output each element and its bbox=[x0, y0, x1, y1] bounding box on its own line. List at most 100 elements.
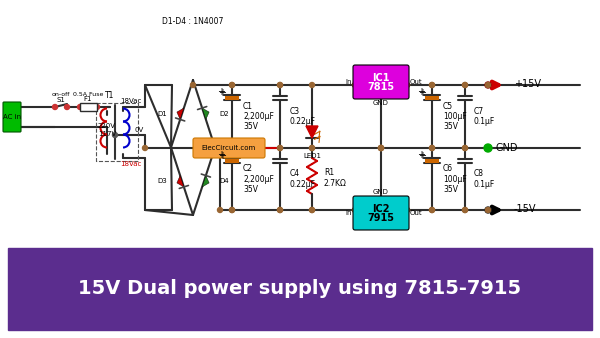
Text: 7815: 7815 bbox=[367, 82, 395, 92]
Text: 15V Dual power supply using 7815-7915: 15V Dual power supply using 7815-7915 bbox=[79, 280, 521, 298]
Bar bbox=[80, 103, 97, 111]
Text: D1: D1 bbox=[157, 111, 167, 117]
Circle shape bbox=[484, 144, 492, 152]
Text: D4: D4 bbox=[219, 178, 229, 184]
Polygon shape bbox=[306, 126, 318, 138]
Circle shape bbox=[463, 208, 467, 213]
Circle shape bbox=[53, 104, 58, 110]
Text: GND: GND bbox=[373, 189, 389, 195]
Circle shape bbox=[430, 145, 434, 150]
Polygon shape bbox=[202, 175, 209, 187]
Text: 18Vac: 18Vac bbox=[121, 161, 142, 167]
Circle shape bbox=[77, 104, 83, 110]
Text: on-off: on-off bbox=[52, 93, 70, 97]
Bar bbox=[8, 248, 592, 330]
Circle shape bbox=[143, 145, 148, 150]
Text: +: + bbox=[417, 150, 425, 160]
Circle shape bbox=[113, 132, 118, 138]
Bar bbox=[96, 103, 138, 161]
Circle shape bbox=[218, 208, 223, 213]
Text: +15V: +15V bbox=[514, 79, 541, 89]
Circle shape bbox=[229, 145, 235, 150]
Text: +: + bbox=[217, 87, 225, 97]
Bar bbox=[425, 96, 439, 100]
Text: ElecCircuit.com: ElecCircuit.com bbox=[202, 145, 256, 151]
Circle shape bbox=[229, 82, 235, 88]
Text: C4
0.22µF: C4 0.22µF bbox=[290, 169, 316, 189]
Text: -15V: -15V bbox=[514, 204, 536, 214]
Polygon shape bbox=[177, 108, 184, 119]
Text: GND: GND bbox=[373, 100, 389, 106]
Circle shape bbox=[95, 104, 100, 110]
Bar bbox=[225, 159, 239, 163]
Text: C8
0.1µF: C8 0.1µF bbox=[474, 169, 495, 189]
Circle shape bbox=[277, 208, 283, 213]
Circle shape bbox=[229, 208, 235, 213]
Text: In: In bbox=[346, 79, 352, 85]
Bar bbox=[425, 159, 439, 163]
Circle shape bbox=[379, 145, 383, 150]
Text: IC2: IC2 bbox=[372, 204, 390, 214]
Text: C1
2,200µF
35V: C1 2,200µF 35V bbox=[243, 102, 274, 131]
FancyBboxPatch shape bbox=[193, 138, 265, 158]
Circle shape bbox=[430, 145, 434, 150]
Circle shape bbox=[463, 82, 467, 88]
Circle shape bbox=[404, 208, 409, 213]
Circle shape bbox=[310, 145, 314, 150]
Circle shape bbox=[430, 208, 434, 213]
Circle shape bbox=[430, 82, 434, 88]
Circle shape bbox=[430, 82, 434, 88]
Circle shape bbox=[310, 145, 314, 150]
Text: 7915: 7915 bbox=[367, 213, 395, 223]
Circle shape bbox=[404, 82, 409, 88]
Circle shape bbox=[191, 82, 196, 88]
Text: 220V
117V: 220V 117V bbox=[98, 123, 116, 137]
Circle shape bbox=[277, 145, 283, 150]
Text: C3
0.22µF: C3 0.22µF bbox=[290, 107, 316, 126]
Circle shape bbox=[277, 145, 283, 150]
Text: +: + bbox=[218, 88, 226, 98]
Text: S1: S1 bbox=[56, 97, 65, 103]
Text: 0V: 0V bbox=[134, 127, 143, 133]
Polygon shape bbox=[202, 108, 209, 119]
FancyBboxPatch shape bbox=[353, 65, 409, 99]
Text: +: + bbox=[218, 151, 226, 161]
Circle shape bbox=[229, 145, 235, 150]
Text: +: + bbox=[418, 88, 426, 98]
Bar bbox=[225, 96, 239, 100]
Circle shape bbox=[404, 208, 409, 213]
Text: C5
100µF
35V: C5 100µF 35V bbox=[443, 102, 467, 131]
Text: +: + bbox=[417, 87, 425, 97]
Circle shape bbox=[229, 82, 235, 88]
Text: C6
100µF
35V: C6 100µF 35V bbox=[443, 164, 467, 194]
Circle shape bbox=[310, 208, 314, 213]
Circle shape bbox=[229, 208, 235, 213]
Circle shape bbox=[353, 82, 358, 88]
FancyBboxPatch shape bbox=[3, 102, 21, 132]
Circle shape bbox=[65, 104, 70, 110]
Text: AC in: AC in bbox=[3, 114, 21, 120]
Text: F1: F1 bbox=[84, 96, 92, 102]
Text: GND: GND bbox=[496, 143, 518, 153]
Circle shape bbox=[310, 208, 314, 213]
Text: T1: T1 bbox=[106, 92, 115, 100]
Circle shape bbox=[463, 82, 467, 88]
Circle shape bbox=[379, 145, 383, 150]
Text: Out: Out bbox=[410, 210, 422, 216]
Text: 0.5A Fuse: 0.5A Fuse bbox=[73, 92, 103, 97]
Circle shape bbox=[463, 145, 467, 150]
FancyBboxPatch shape bbox=[353, 196, 409, 230]
Circle shape bbox=[404, 82, 409, 88]
Text: Out: Out bbox=[410, 79, 422, 85]
Text: In: In bbox=[346, 210, 352, 216]
Circle shape bbox=[353, 208, 358, 213]
Circle shape bbox=[277, 82, 283, 88]
Text: +: + bbox=[418, 151, 426, 161]
Text: 18Vac: 18Vac bbox=[121, 98, 142, 104]
Text: D1-D4 : 1N4007: D1-D4 : 1N4007 bbox=[163, 18, 224, 26]
Circle shape bbox=[277, 208, 283, 213]
Circle shape bbox=[463, 208, 467, 213]
Text: R1
2.7KΩ: R1 2.7KΩ bbox=[324, 168, 347, 188]
Text: D2: D2 bbox=[219, 111, 229, 117]
Circle shape bbox=[379, 145, 383, 150]
